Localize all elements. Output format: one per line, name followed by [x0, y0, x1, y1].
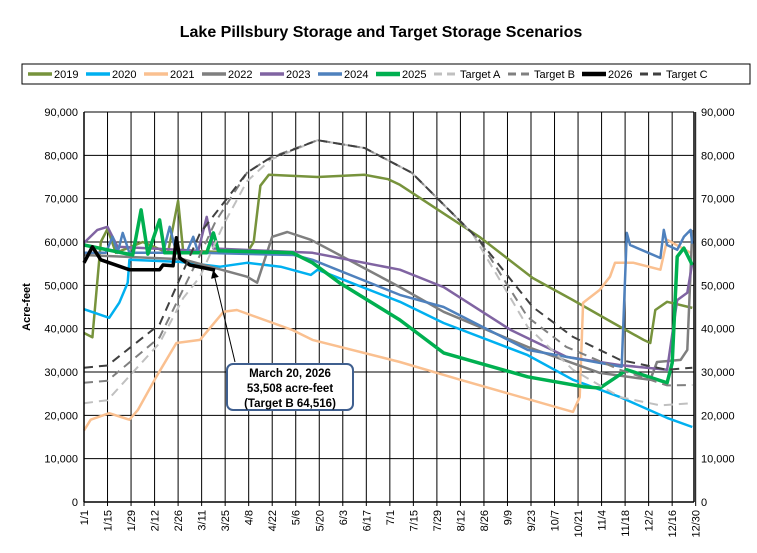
annotation-date: March 20, 2026: [249, 368, 331, 380]
x-tick-label: 7/1: [385, 510, 397, 525]
x-tick-label: 6/17: [361, 510, 373, 531]
x-tick-label: 6/3: [338, 510, 350, 525]
axes: 0 0 10,000 10,000 20,000 20,000 30,000 30,000 40…: [44, 107, 734, 538]
y-tick-label-left: 20,000: [44, 410, 78, 422]
legend-label: 2024: [344, 69, 368, 81]
y-tick-label-left: 10,000: [44, 454, 78, 466]
annotation-target: (Target B 64,516): [244, 398, 336, 410]
legend-label: 2020: [112, 69, 136, 81]
x-tick-label: 7/29: [432, 510, 444, 531]
y-axis-label: Acre-feet: [21, 283, 33, 331]
y-tick-label-right: 70,000: [701, 194, 735, 206]
series-line-2021: [82, 238, 692, 432]
x-tick-label: 12/2: [644, 510, 656, 531]
y-tick-label-right: 90,000: [701, 107, 735, 119]
y-tick-label-left: 30,000: [44, 367, 78, 379]
x-tick-label: 8/26: [479, 510, 491, 531]
x-tick-label: 11/18: [620, 510, 632, 537]
legend-label: Target A: [460, 69, 501, 81]
x-tick-label: 9/9: [502, 510, 514, 525]
series-line-target-a: [83, 139, 693, 407]
y-tick-label-right: 0: [701, 497, 707, 509]
x-tick-label: 10/21: [573, 510, 585, 538]
chart-title: Lake Pillsbury Storage and Target Storag…: [180, 24, 583, 41]
y-tick-label-right: 50,000: [701, 280, 735, 292]
x-tick-label: 12/30: [691, 510, 703, 538]
x-tick-label: 3/11: [197, 510, 209, 531]
legend-label: 2023: [286, 69, 310, 81]
x-tick-label: 4/22: [267, 510, 279, 531]
series-line-target-c: [83, 139, 693, 371]
x-tick-label: 3/25: [220, 510, 232, 531]
y-tick-label-left: 90,000: [44, 107, 78, 119]
x-tick-label: 5/6: [291, 510, 303, 525]
y-tick-label-right: 30,000: [701, 367, 735, 379]
annotation-callout: March 20, 2026 53,508 acre-feet (Target …: [226, 363, 354, 411]
legend-label: 2022: [228, 69, 252, 81]
x-tick-label: 1/15: [103, 510, 115, 531]
y-tick-label-right: 40,000: [701, 324, 735, 336]
x-tick-label: 2/26: [173, 510, 185, 531]
series-line-2024: [84, 225, 694, 369]
x-tick-label: 11/4: [597, 510, 609, 531]
series-lines: [82, 139, 694, 432]
x-tick-label: 4/8: [244, 510, 256, 525]
x-tick-label: 10/7: [550, 510, 562, 531]
y-tick-label-left: 50,000: [44, 280, 78, 292]
y-tick-label-right: 20,000: [701, 410, 735, 422]
series-line-2026: [82, 235, 216, 272]
legend-label: Target C: [666, 69, 708, 81]
y-tick-label-left: 60,000: [44, 237, 78, 249]
x-tick-label: 5/20: [314, 510, 326, 531]
y-tick-label-right: 10,000: [701, 454, 735, 466]
annotation-arrow: [211, 270, 236, 363]
y-tick-label-left: 80,000: [44, 150, 78, 162]
y-tick-label-left: 40,000: [44, 324, 78, 336]
gridlines: [83, 111, 697, 506]
x-tick-label: 8/12: [455, 510, 467, 531]
legend-label: 2025: [402, 69, 426, 81]
legend-items: 2019 2020 2021 2022 2023 2024 2025 Target A Targ…: [28, 69, 708, 81]
x-tick-label: 7/15: [408, 510, 420, 531]
x-tick-label: 9/23: [526, 510, 538, 531]
legend-label: 2019: [54, 69, 78, 81]
legend-label: 2026: [608, 69, 632, 81]
y-tick-label-left: 0: [72, 497, 78, 509]
y-tick-label-left: 70,000: [44, 194, 78, 206]
annotation-value: 53,508 acre-feet: [246, 383, 334, 395]
y-tick-label-right: 80,000: [701, 150, 735, 162]
x-tick-label: 2/12: [150, 510, 162, 531]
series-line-2025: [83, 208, 694, 390]
y-tick-label-right: 60,000: [701, 237, 735, 249]
x-tick-label: 1/1: [79, 510, 91, 525]
legend-label: Target B: [534, 69, 575, 81]
x-tick-label: 12/16: [667, 510, 679, 538]
x-tick-label: 1/29: [126, 510, 138, 531]
legend-label: 2021: [170, 69, 194, 81]
